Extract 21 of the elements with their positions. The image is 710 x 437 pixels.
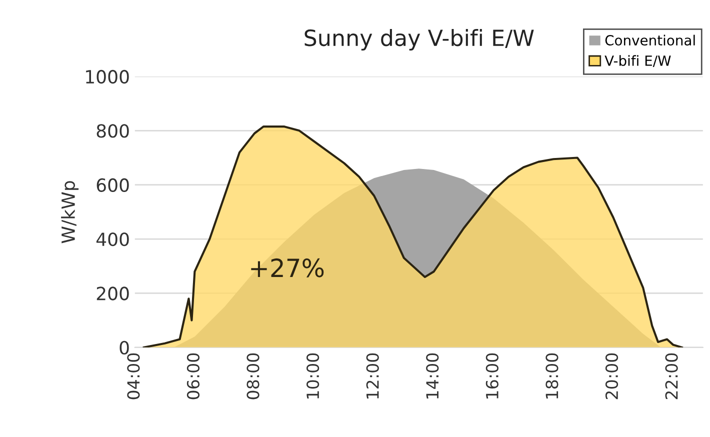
x-tick-label: 08:00: [246, 353, 260, 400]
y-tick-label: 0: [120, 340, 129, 355]
legend-label: V-bifi E/W: [604, 55, 671, 68]
y-tick-label: 1000: [86, 70, 129, 84]
x-tick-label: 20:00: [605, 353, 618, 400]
x-tick-label: 06:00: [186, 353, 200, 400]
x-tick-label: 04:00: [127, 353, 140, 400]
y-tick-label: 200: [96, 286, 129, 300]
x-tick-label: 12:00: [366, 353, 379, 398]
y-axis-title: W/kWp: [61, 181, 79, 244]
y-tick-label: 800: [96, 124, 129, 138]
legend-label: Conventional: [605, 34, 695, 46]
x-tick-label: 16:00: [486, 353, 498, 398]
x-tick-label: 10:00: [306, 353, 320, 398]
chart-title: Sunny day V-bifi E/W: [304, 29, 534, 51]
y-tick-label: 600: [96, 178, 129, 192]
annotation: +27%: [251, 258, 324, 278]
x-tick-label: 22:00: [665, 353, 678, 400]
x-tick-label: 14:00: [426, 353, 439, 398]
x-tick-label: 18:00: [546, 353, 558, 398]
y-tick-label: 400: [96, 232, 129, 246]
